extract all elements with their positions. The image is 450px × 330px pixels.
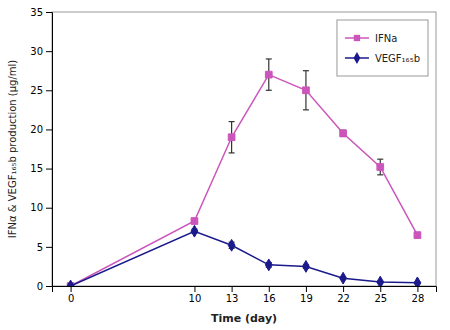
error-bar [229,122,235,153]
x-tick-mark [232,286,233,292]
chart: 0 10 13 16 19 22 25 28 0 5 10 15 20 25 30 35 Time (day) I… [0,0,450,330]
x-tick: 0 [68,286,74,304]
x-tick-mark [380,286,381,292]
series-line [71,75,418,286]
y-tick-label: 0 [37,281,43,292]
legend-item: IFNa [345,33,397,44]
y-tick: 35 [30,7,52,18]
legend: IFNa VEGF₁₆₅b [337,20,428,76]
series-marker [191,218,198,225]
y-tick: 30 [30,46,52,57]
series-marker [228,134,235,141]
error-bar-cap [377,174,383,175]
y-tick: 25 [30,85,52,96]
x-axis: 0 10 13 16 19 22 25 28 [53,286,437,304]
error-bar [340,130,346,136]
series-marker [377,276,384,286]
y-tick-mark [46,12,52,13]
x-tick-label: 16 [263,293,276,304]
legend-label: VEGF₁₆₅b [375,53,420,64]
y-tick-mark [46,129,52,130]
series-marker [228,239,235,251]
x-tick-mark [269,286,270,292]
x-tick: 13 [226,286,239,304]
legend-box [337,20,428,76]
y-tick-label: 25 [30,85,43,96]
y-tick: 15 [30,163,52,174]
x-axis-line [53,287,437,293]
error-bar-cap [229,152,235,153]
series-marker [414,277,421,286]
y-tick-mark [46,286,52,287]
x-tick: 10 [189,286,202,304]
legend-label: IFNa [375,33,397,44]
series-marker [265,71,272,78]
series-marker [67,280,74,286]
x-tick-label: 19 [300,293,313,304]
x-tick-label: 0 [68,293,74,304]
plot-frame [52,12,436,286]
legend-item: VEGF₁₆₅b [345,52,420,64]
error-bar-cap [266,58,272,59]
y-axis-title: IFNα & VEGF₁₆₅b production (μg/ml) [7,60,18,239]
error-bar [377,159,383,175]
y-tick-mark [46,247,52,248]
series-marker [265,259,272,271]
y-tick-label: 35 [30,7,43,18]
y-axis-line [46,13,53,287]
error-bar-cap [266,90,272,91]
error-bar [266,59,272,90]
x-tick-mark [306,286,307,292]
y-tick-label: 10 [30,202,43,213]
error-bar-cap [377,159,383,160]
series-marker [303,261,310,273]
x-tick-mark [343,286,344,292]
legend-swatch-marker [354,52,361,64]
x-tick: 28 [412,286,425,304]
y-tick-label: 5 [37,242,43,253]
error-bar-cap [229,121,235,122]
y-tick-label: 15 [30,163,43,174]
error-bar [303,71,309,110]
error-bar-cap [303,109,309,110]
series-marker [340,272,347,284]
series-marker [191,225,198,237]
series-marker [340,130,347,137]
y-tick: 5 [37,242,52,253]
x-tick-label: 25 [374,293,387,304]
y-axis: 0 5 10 15 20 25 30 35 [30,7,52,292]
x-tick-label: 13 [226,293,239,304]
x-tick-mark [194,286,195,292]
plot: 0 10 13 16 19 22 25 28 0 5 10 15 20 25 30 35 Time (day) I… [7,7,437,325]
error-bar-cap [303,70,309,71]
legend-swatch-marker [354,35,360,41]
series-line [71,231,418,286]
x-tick: 22 [337,286,350,304]
y-tick-label: 20 [30,124,43,135]
x-tick: 16 [263,286,276,304]
y-tick-mark [46,51,52,52]
x-tick-label: 28 [412,293,425,304]
y-tick: 0 [37,281,52,292]
x-tick-label: 22 [337,293,350,304]
x-tick-label: 10 [189,293,202,304]
x-tick: 25 [374,286,387,304]
y-tick-label: 30 [30,46,43,57]
y-tick: 10 [30,202,52,213]
series-marker [414,232,421,239]
x-tick: 19 [300,286,313,304]
x-tick-mark [71,286,72,292]
y-tick-mark [46,208,52,209]
x-tick-mark [417,286,418,292]
y-tick-mark [46,169,52,170]
y-tick-mark [46,90,52,91]
series [67,59,421,286]
plot-area [67,59,421,286]
series-marker [377,164,384,171]
y-tick: 20 [30,124,52,135]
series-marker [303,87,310,94]
x-axis-title: Time (day) [211,312,277,325]
series [67,225,421,286]
